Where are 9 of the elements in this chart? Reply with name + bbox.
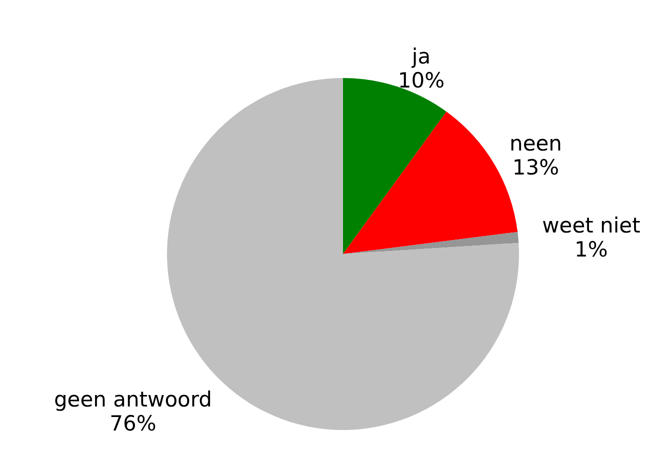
slice-label: geen antwoord (54, 388, 212, 412)
data-label: 76% (110, 412, 156, 436)
data-label: 1% (574, 237, 608, 262)
data-label: 10% (398, 68, 445, 93)
slice-label: weet niet (542, 213, 640, 238)
slice-label: neen (510, 132, 562, 156)
pie-slice (343, 232, 519, 254)
slice-label: ja (410, 44, 431, 68)
data-label: 13% (512, 156, 560, 180)
